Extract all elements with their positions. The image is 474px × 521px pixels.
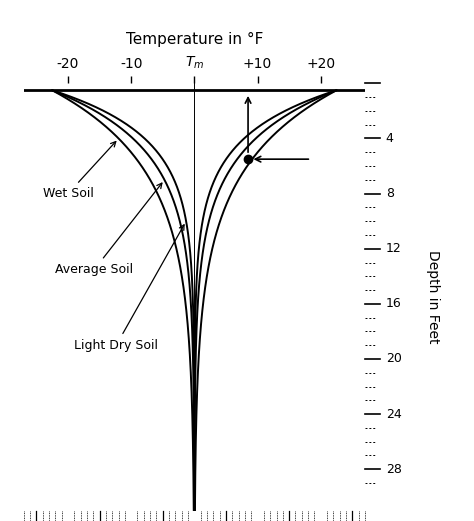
Text: Average Soil: Average Soil	[55, 183, 162, 276]
Text: 20: 20	[386, 353, 401, 366]
Text: 12: 12	[386, 242, 401, 255]
Text: 28: 28	[386, 463, 401, 476]
Title: Temperature in °F: Temperature in °F	[126, 32, 263, 47]
Text: 24: 24	[386, 407, 401, 420]
Text: 16: 16	[386, 297, 401, 311]
Text: Wet Soil: Wet Soil	[43, 142, 116, 200]
Text: Depth in Feet: Depth in Feet	[426, 250, 440, 344]
Text: Light Dry Soil: Light Dry Soil	[74, 225, 184, 352]
Text: 4: 4	[386, 132, 394, 145]
Text: 8: 8	[386, 187, 394, 200]
